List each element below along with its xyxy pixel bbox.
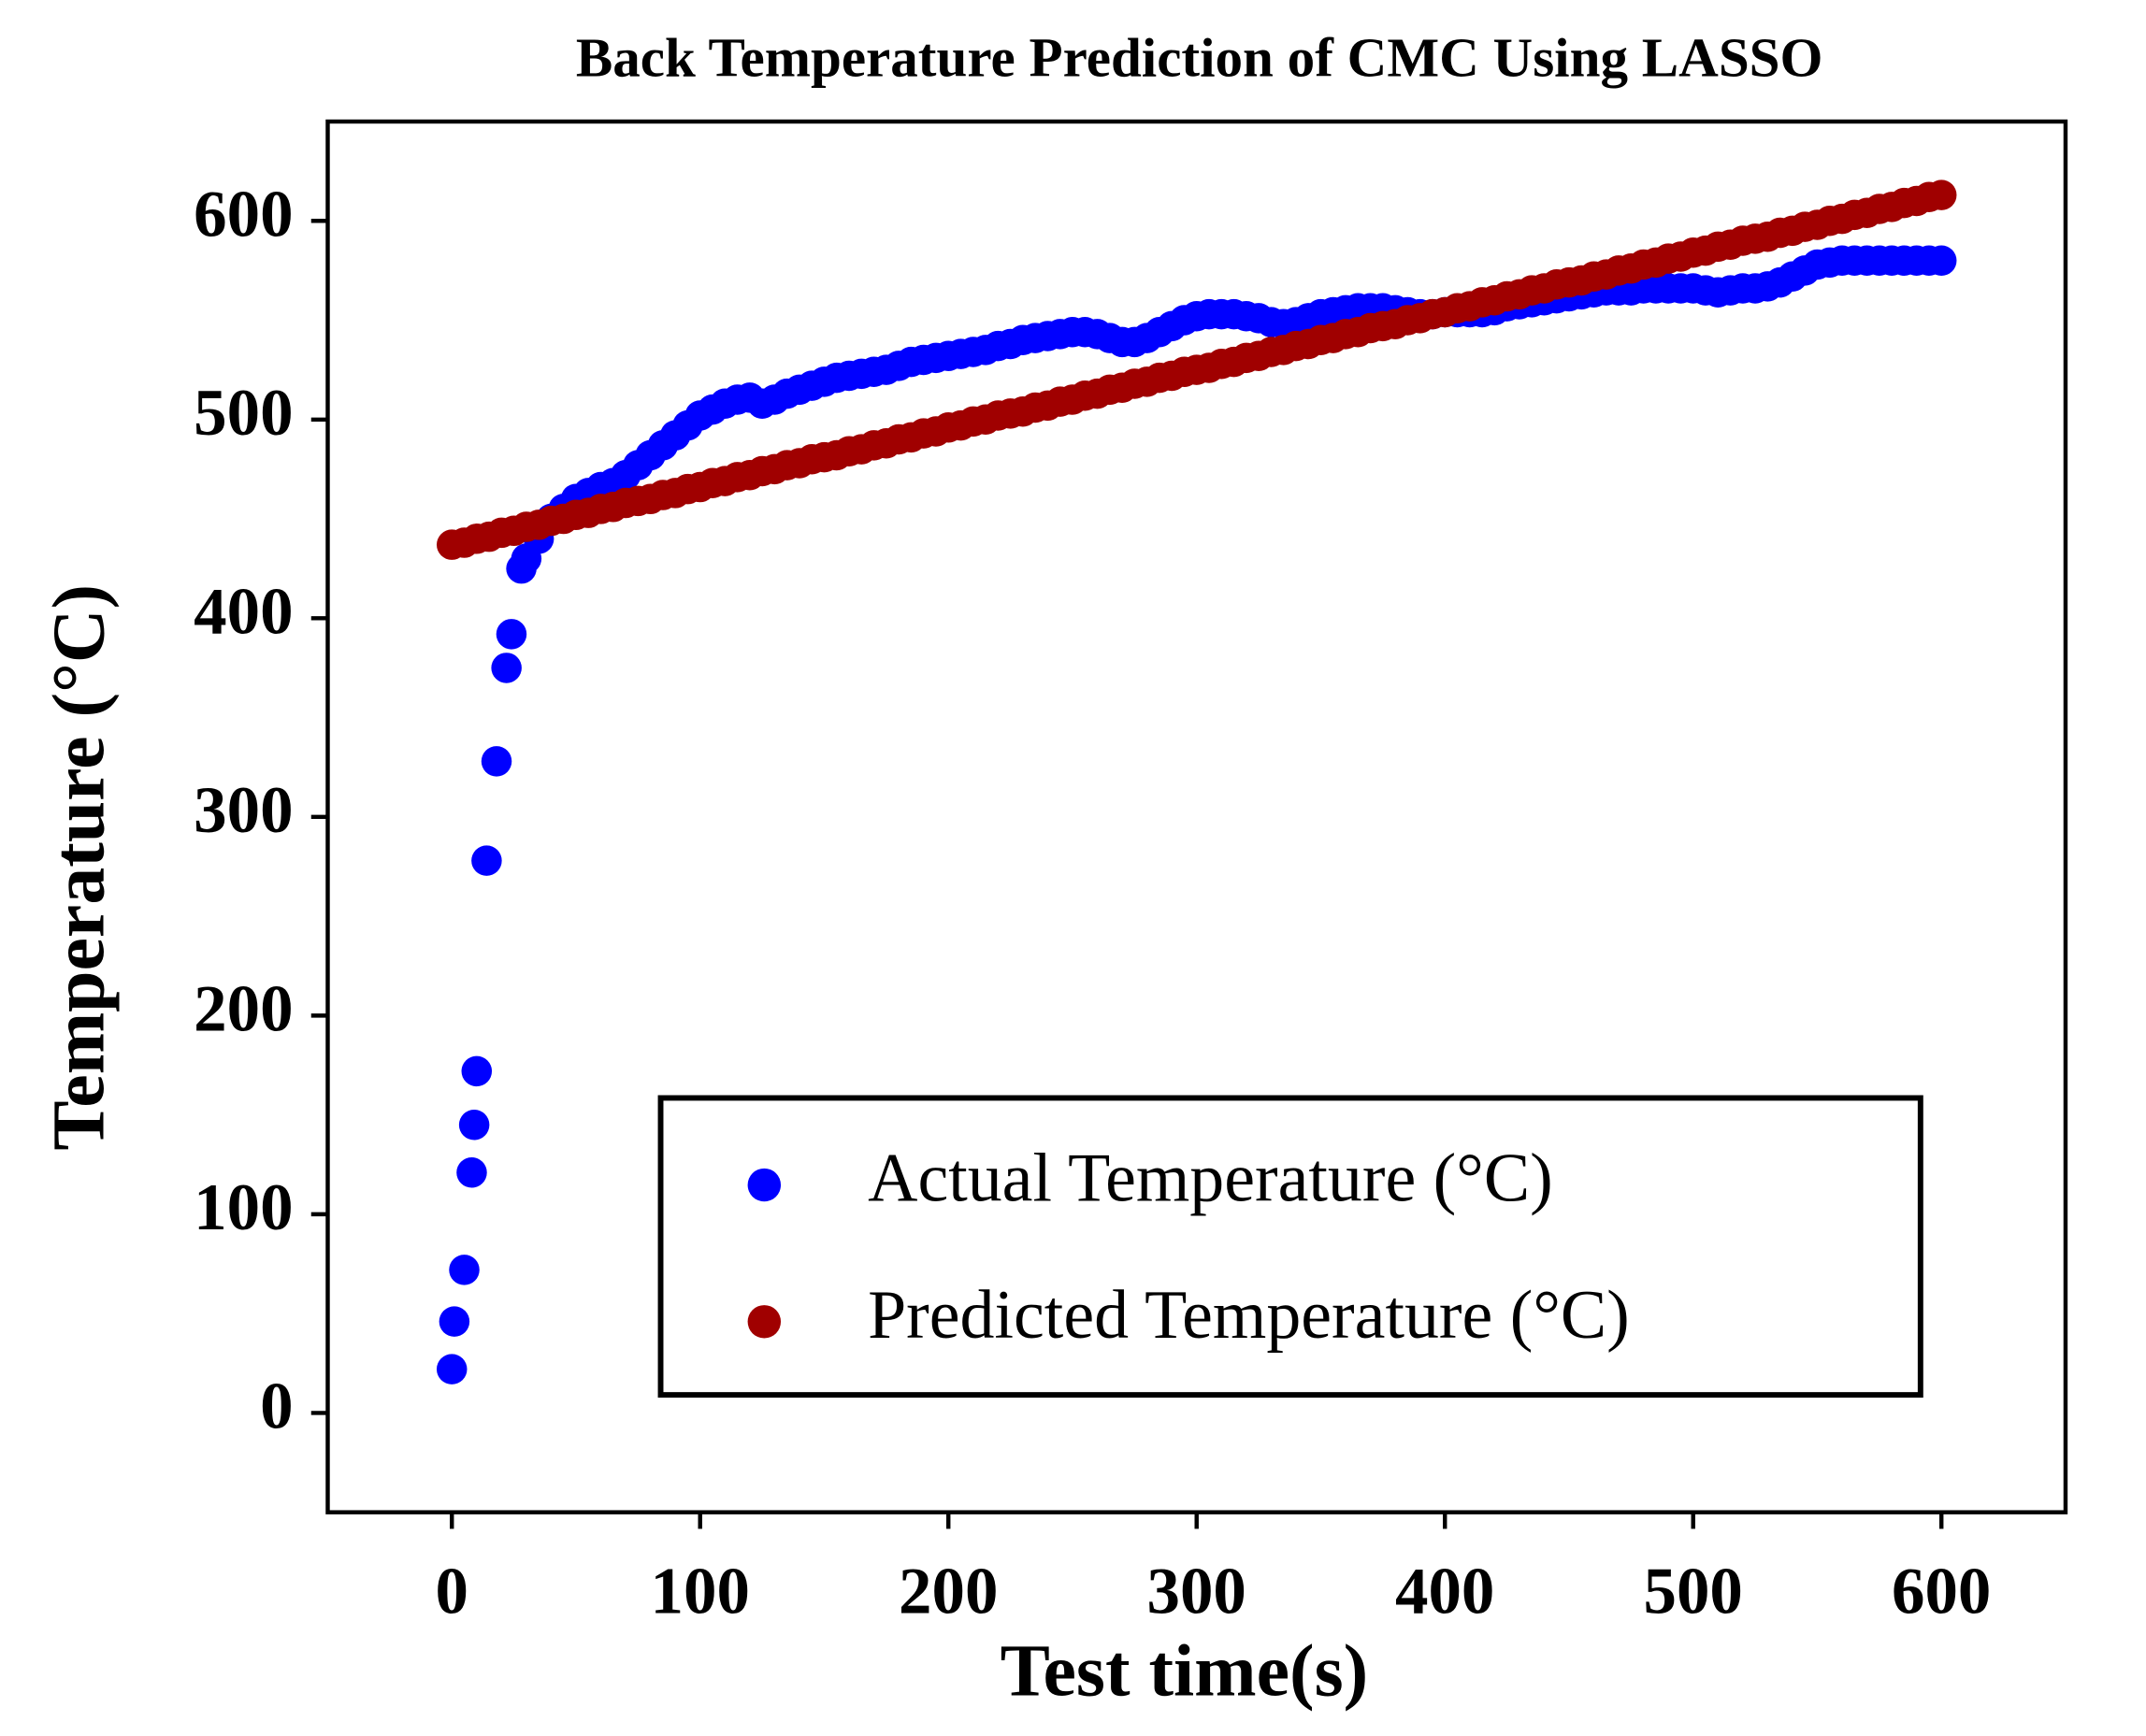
y-tick-label: 600: [194, 179, 293, 251]
y-tick-label: 200: [194, 973, 293, 1046]
x-tick-label: 400: [1395, 1556, 1494, 1628]
point: [461, 1055, 493, 1087]
point: [436, 1354, 468, 1384]
point: [471, 845, 502, 876]
legend-marker: [747, 1305, 782, 1339]
point: [491, 653, 522, 683]
legend-marker: [747, 1168, 782, 1202]
x-tick-label: 500: [1644, 1556, 1743, 1628]
y-axis-title: Temperature (°C): [37, 584, 120, 1151]
x-tick-label: 200: [899, 1556, 998, 1628]
y-tick-label: 0: [260, 1370, 293, 1443]
y-tick-label: 400: [194, 576, 293, 649]
legend-box: [657, 1095, 1923, 1399]
point: [449, 1255, 480, 1285]
x-axis-title: Test time(s): [1001, 1629, 1369, 1712]
point: [481, 746, 512, 777]
x-tick-label: 0: [436, 1556, 468, 1628]
x-tick-label: 300: [1147, 1556, 1246, 1628]
legend-label: Predicted Temperature (°C): [868, 1276, 1630, 1353]
x-tick-label: 600: [1892, 1556, 1991, 1628]
y-tick-label: 100: [194, 1171, 293, 1244]
y-tick-label: 500: [194, 377, 293, 450]
point: [1925, 245, 1957, 277]
y-tick-label: 300: [194, 774, 293, 847]
x-tick-label: 100: [651, 1556, 750, 1628]
point: [456, 1157, 487, 1188]
point: [496, 619, 527, 650]
legend-label: Actual Temperature (°C): [868, 1139, 1553, 1215]
point: [1925, 179, 1957, 210]
point: [458, 1110, 490, 1141]
chart-title: Back Temperature Prediction of CMC Using…: [576, 27, 1823, 89]
point: [439, 1306, 470, 1337]
